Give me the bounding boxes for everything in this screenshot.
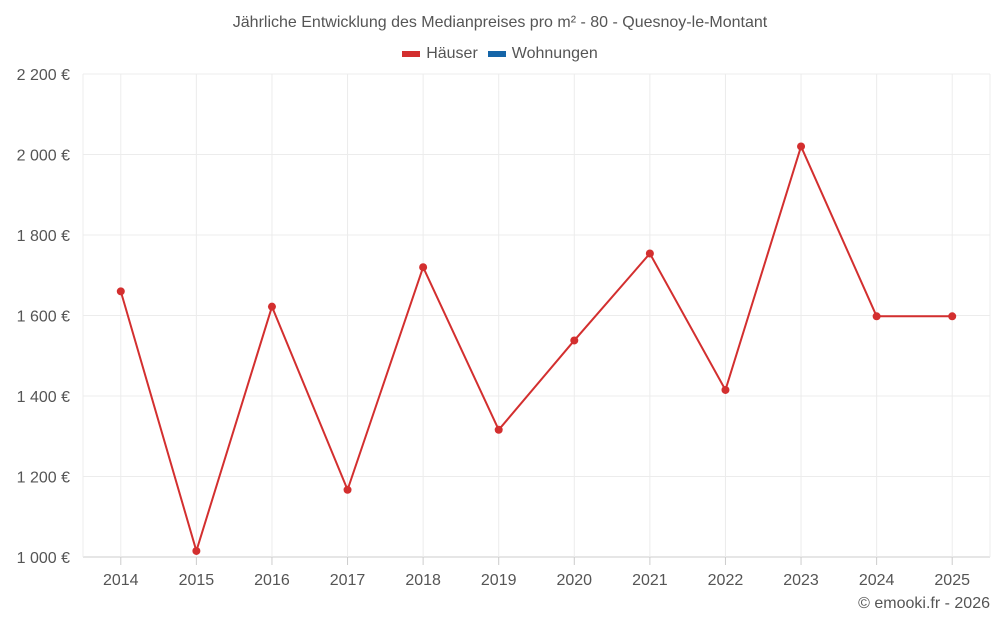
series-line — [119, 145, 953, 552]
y-tick-label: 1 800 € — [17, 228, 70, 245]
data-point — [645, 249, 654, 258]
data-point — [872, 312, 881, 321]
legend-swatch-wohnungen — [487, 51, 506, 57]
x-tick-label: 2016 — [254, 572, 290, 589]
x-tick-label: 2019 — [481, 572, 517, 589]
x-tick-label: 2020 — [556, 572, 592, 589]
x-tick-label: 2024 — [859, 572, 895, 589]
data-point — [570, 336, 579, 345]
legend-label-haeuser: Häuser — [426, 45, 478, 62]
y-tick-label: 1 600 € — [17, 309, 70, 326]
x-tick-label: 2014 — [103, 572, 139, 589]
data-point — [721, 385, 730, 394]
x-tick-label: 2021 — [632, 572, 668, 589]
legend: Häuser Wohnungen — [0, 45, 1000, 63]
credit-text: © emooki.fr - 2026 — [858, 595, 990, 612]
legend-item-haeuser[interactable]: Häuser — [402, 45, 478, 63]
data-point — [797, 142, 806, 151]
y-tick-label: 1 000 € — [17, 550, 70, 567]
x-tick-label: 2025 — [934, 572, 970, 589]
y-tick-label: 1 400 € — [17, 389, 70, 406]
legend-label-wohnungen: Wohnungen — [511, 45, 598, 62]
y-tick-label: 2 200 € — [17, 67, 70, 84]
data-point — [419, 263, 428, 272]
x-tick-label: 2015 — [179, 572, 215, 589]
legend-item-wohnungen[interactable]: Wohnungen — [487, 45, 598, 63]
data-point — [116, 287, 125, 296]
x-tick-label: 2018 — [405, 572, 441, 589]
x-tick-label: 2022 — [708, 572, 744, 589]
data-point — [192, 546, 201, 555]
data-point — [494, 425, 503, 434]
data-point — [343, 485, 352, 494]
data-point — [267, 302, 276, 311]
legend-swatch-haeuser — [402, 51, 421, 57]
x-tick-label: 2017 — [330, 572, 366, 589]
y-tick-label: 2 000 € — [17, 148, 70, 165]
x-tick-label: 2023 — [783, 572, 819, 589]
data-point — [948, 312, 957, 321]
y-tick-label: 1 200 € — [17, 470, 70, 487]
chart-title: Jährliche Entwicklung des Medianpreises … — [232, 14, 768, 31]
